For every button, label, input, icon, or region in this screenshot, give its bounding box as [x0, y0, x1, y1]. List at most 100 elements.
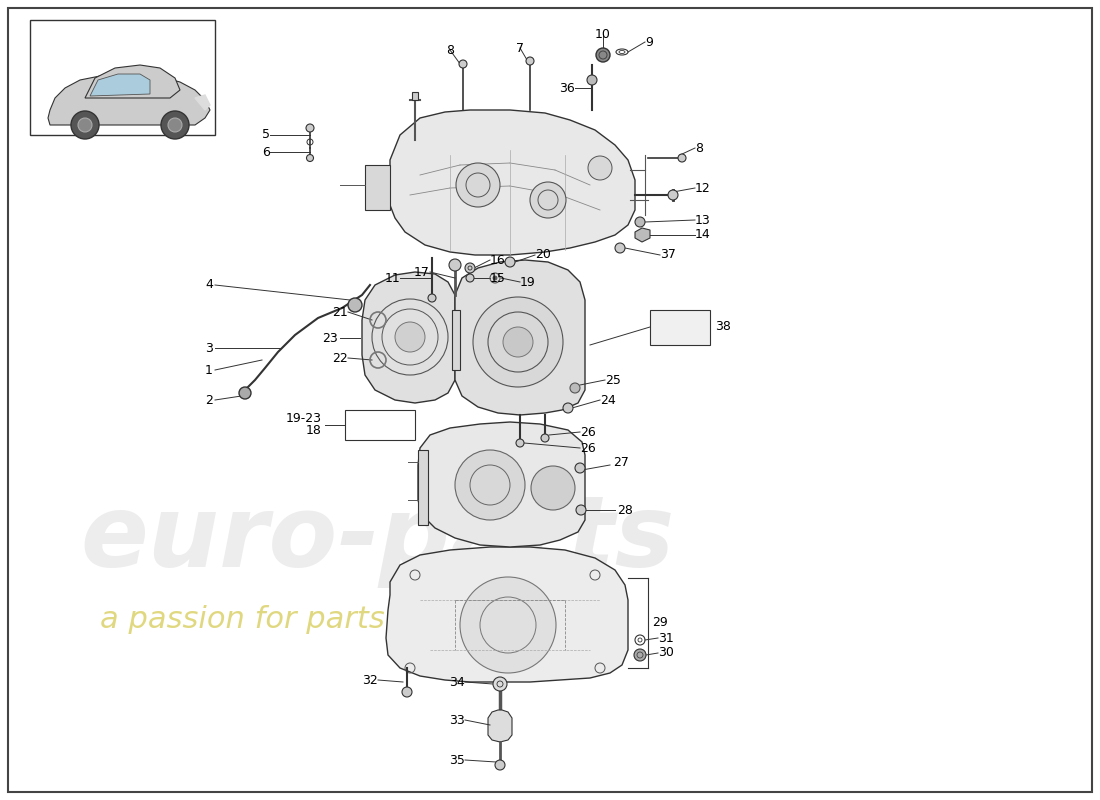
Circle shape: [493, 677, 507, 691]
Circle shape: [563, 403, 573, 413]
Text: 12: 12: [695, 182, 711, 194]
Text: 26: 26: [580, 442, 596, 454]
Bar: [452, 310, 460, 370]
Circle shape: [503, 327, 534, 357]
Circle shape: [634, 649, 646, 661]
Circle shape: [588, 156, 612, 180]
Text: 35: 35: [449, 754, 465, 766]
Text: 23: 23: [322, 331, 338, 345]
Text: 9: 9: [645, 35, 653, 49]
Circle shape: [668, 190, 678, 200]
Circle shape: [473, 297, 563, 387]
Bar: [345, 410, 415, 440]
Bar: [412, 92, 418, 100]
Text: a passion for parts since 1985: a passion for parts since 1985: [100, 606, 561, 634]
Circle shape: [615, 243, 625, 253]
Circle shape: [348, 298, 362, 312]
Text: 30: 30: [658, 646, 674, 659]
Text: 6: 6: [262, 146, 270, 158]
Circle shape: [635, 217, 645, 227]
Circle shape: [465, 263, 475, 273]
Text: 14: 14: [695, 229, 711, 242]
Circle shape: [72, 111, 99, 139]
Polygon shape: [488, 710, 512, 742]
Text: 22: 22: [332, 351, 348, 365]
Polygon shape: [195, 95, 210, 110]
Circle shape: [306, 124, 313, 132]
Circle shape: [78, 118, 92, 132]
Circle shape: [307, 154, 314, 162]
Circle shape: [526, 57, 534, 65]
Circle shape: [455, 450, 525, 520]
Text: -parts: -parts: [338, 491, 675, 589]
Text: 28: 28: [617, 503, 632, 517]
Circle shape: [530, 182, 566, 218]
Polygon shape: [85, 65, 180, 98]
Text: 4: 4: [205, 278, 213, 291]
Circle shape: [596, 48, 611, 62]
Text: 8: 8: [446, 43, 454, 57]
Bar: [418, 450, 428, 525]
Polygon shape: [90, 74, 150, 96]
Polygon shape: [386, 547, 628, 682]
Circle shape: [168, 118, 182, 132]
Text: 15: 15: [490, 271, 506, 285]
Text: 19: 19: [520, 275, 536, 289]
Text: euro: euro: [80, 491, 338, 589]
Text: 18: 18: [306, 423, 322, 437]
Polygon shape: [388, 110, 635, 255]
Text: 32: 32: [362, 674, 378, 686]
Circle shape: [459, 60, 468, 68]
Text: 25: 25: [605, 374, 620, 386]
Circle shape: [460, 577, 556, 673]
Text: 16: 16: [490, 254, 506, 266]
Circle shape: [505, 257, 515, 267]
Text: 27: 27: [613, 455, 629, 469]
Text: 19-23: 19-23: [286, 411, 322, 425]
Circle shape: [576, 505, 586, 515]
Text: 38: 38: [715, 321, 730, 334]
Text: 37: 37: [660, 249, 675, 262]
Circle shape: [239, 387, 251, 399]
Circle shape: [541, 434, 549, 442]
Polygon shape: [362, 272, 455, 403]
Text: 20: 20: [535, 249, 551, 262]
Text: 1: 1: [205, 363, 213, 377]
Text: 34: 34: [449, 675, 465, 689]
Text: 26: 26: [580, 426, 596, 438]
Circle shape: [449, 259, 461, 271]
Circle shape: [466, 274, 474, 282]
Circle shape: [516, 439, 524, 447]
Polygon shape: [48, 76, 210, 125]
Polygon shape: [418, 422, 585, 547]
Circle shape: [587, 75, 597, 85]
Text: 11: 11: [384, 271, 400, 285]
Circle shape: [402, 687, 412, 697]
Text: 36: 36: [559, 82, 575, 94]
Circle shape: [161, 111, 189, 139]
Text: 8: 8: [695, 142, 703, 154]
Bar: [650, 310, 710, 345]
Text: 21: 21: [332, 306, 348, 318]
Circle shape: [395, 322, 425, 352]
Polygon shape: [455, 260, 585, 415]
Text: 2: 2: [205, 394, 213, 406]
Circle shape: [531, 466, 575, 510]
Text: 29: 29: [652, 617, 668, 630]
Text: 5: 5: [262, 129, 270, 142]
Text: 33: 33: [449, 714, 465, 726]
Circle shape: [456, 163, 501, 207]
Text: 7: 7: [516, 42, 524, 54]
Bar: [30, 20, 214, 135]
Text: 13: 13: [695, 214, 711, 226]
Text: 3: 3: [205, 342, 213, 354]
Text: 17: 17: [414, 266, 430, 278]
Circle shape: [495, 760, 505, 770]
Circle shape: [428, 294, 436, 302]
Text: 24: 24: [600, 394, 616, 406]
Circle shape: [575, 463, 585, 473]
Polygon shape: [635, 228, 650, 242]
Circle shape: [493, 276, 497, 280]
Text: 10: 10: [595, 29, 610, 42]
Polygon shape: [365, 165, 390, 210]
